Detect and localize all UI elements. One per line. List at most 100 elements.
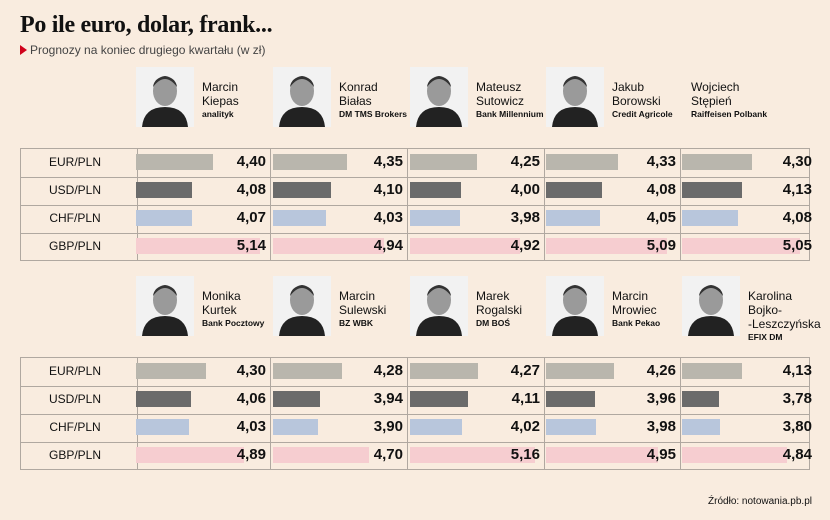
portrait-icon bbox=[410, 276, 468, 336]
forecast-value-label: 4,08 bbox=[646, 181, 676, 198]
analyst-photo bbox=[682, 276, 740, 336]
currency-pair-label: CHF/PLN bbox=[49, 211, 101, 225]
portrait-icon bbox=[136, 67, 194, 127]
forecast-value-label: 3,80 bbox=[782, 418, 812, 435]
forecast-bar bbox=[273, 447, 369, 463]
forecast-value-label: 4,05 bbox=[646, 209, 676, 226]
currency-pair-label: GBP/PLN bbox=[48, 448, 102, 462]
forecast-value-label: 4,13 bbox=[782, 362, 812, 379]
forecast-bar bbox=[546, 238, 667, 254]
forecast-bar bbox=[136, 210, 192, 226]
forecast-value-label: 4,35 bbox=[373, 153, 403, 170]
forecast-bar bbox=[273, 210, 327, 226]
portrait-icon bbox=[273, 276, 331, 336]
forecast-value-label: 3,78 bbox=[782, 390, 812, 407]
forecast-value-label: 5,09 bbox=[646, 237, 676, 254]
subtitle-text: Prognozy na koniec drugiego kwartału (w … bbox=[30, 43, 266, 57]
grid-column-line bbox=[270, 358, 271, 469]
grid-column-line bbox=[544, 149, 545, 260]
analyst-photo bbox=[136, 276, 194, 336]
grid-column-line bbox=[137, 149, 138, 260]
analyst-name: Mateusz Sutowicz bbox=[476, 80, 525, 108]
forecast-value-label: 3,98 bbox=[646, 418, 676, 435]
analyst-photo bbox=[136, 67, 194, 127]
analyst-photo bbox=[546, 67, 604, 127]
grid-column-line bbox=[137, 358, 138, 469]
analyst-photo bbox=[273, 276, 331, 336]
forecast-bar bbox=[136, 447, 245, 463]
analyst-photo bbox=[546, 276, 604, 336]
forecast-bar bbox=[410, 210, 460, 226]
grid-column-line bbox=[270, 149, 271, 260]
forecast-value-label: 4,94 bbox=[373, 237, 403, 254]
forecast-bar bbox=[682, 210, 739, 226]
forecast-bar bbox=[136, 363, 207, 379]
currency-pair-label: EUR/PLN bbox=[48, 155, 101, 169]
forecast-value-label: 4,08 bbox=[236, 181, 266, 198]
grid-column-line bbox=[407, 149, 408, 260]
currency-pair-label: CHF/PLN bbox=[49, 420, 101, 434]
analyst-name: Karolina Bojko- -Leszczyńska bbox=[748, 289, 821, 331]
analyst-institution: analityk bbox=[202, 109, 234, 119]
analyst-institution: DM BOŚ bbox=[476, 318, 510, 328]
analyst-photo bbox=[410, 276, 468, 336]
analyst-name: Marcin Mrowiec bbox=[612, 289, 657, 317]
portrait-icon bbox=[273, 67, 331, 127]
analyst-name: Marcin Sulewski bbox=[339, 289, 387, 317]
grid-column-line bbox=[407, 358, 408, 469]
forecast-value-label: 4,70 bbox=[373, 446, 403, 463]
forecast-bar bbox=[546, 182, 603, 198]
forecast-value-label: 5,14 bbox=[236, 237, 266, 254]
forecast-value-label: 4,10 bbox=[373, 181, 403, 198]
forecast-bar bbox=[546, 447, 658, 463]
grid-row-line bbox=[21, 205, 809, 206]
analyst-name: Marek Rogalski bbox=[476, 289, 523, 317]
forecast-bar bbox=[273, 154, 347, 170]
forecast-bar bbox=[273, 238, 385, 254]
forecast-value-label: 4,26 bbox=[646, 362, 676, 379]
forecast-bar bbox=[273, 419, 318, 435]
forecast-bar bbox=[273, 363, 343, 379]
forecast-bar bbox=[682, 154, 753, 170]
portrait-icon bbox=[410, 67, 468, 127]
portrait-icon bbox=[136, 276, 194, 336]
grid-column-line bbox=[544, 358, 545, 469]
forecast-bar bbox=[136, 391, 192, 407]
analyst-institution: EFIX DM bbox=[748, 332, 783, 342]
red-triangle-icon bbox=[20, 45, 27, 55]
forecast-value-label: 4,40 bbox=[236, 153, 266, 170]
portrait-icon bbox=[546, 276, 604, 336]
forecast-bar bbox=[682, 363, 742, 379]
forecast-bar bbox=[682, 182, 742, 198]
forecast-bar bbox=[546, 154, 619, 170]
forecast-bar bbox=[682, 238, 801, 254]
analyst-name: Wojciech Stępień bbox=[691, 80, 740, 108]
chart-title: Po ile euro, dolar, frank... bbox=[20, 12, 273, 38]
portrait-icon bbox=[546, 67, 604, 127]
grid-row-line bbox=[21, 233, 809, 234]
forecast-bar bbox=[410, 238, 521, 254]
forecast-value-label: 4,92 bbox=[510, 237, 540, 254]
forecast-bar bbox=[410, 182, 462, 198]
grid-column-line bbox=[680, 358, 681, 469]
forecast-bar bbox=[682, 419, 721, 435]
analyst-institution: Bank Pocztowy bbox=[202, 318, 265, 328]
forecast-bar bbox=[546, 210, 601, 226]
forecast-bar bbox=[410, 363, 479, 379]
grid-column-line bbox=[680, 149, 681, 260]
analyst-name: Konrad Białas bbox=[339, 80, 378, 108]
forecast-value-label: 5,16 bbox=[510, 446, 540, 463]
forecast-value-label: 3,98 bbox=[510, 209, 540, 226]
forecast-bar bbox=[273, 182, 331, 198]
portrait-icon bbox=[682, 276, 740, 336]
analyst-institution: DM TMS Brokers bbox=[339, 109, 408, 119]
forecast-bar bbox=[546, 391, 595, 407]
forecast-bar bbox=[136, 154, 213, 170]
forecast-value-label: 3,96 bbox=[646, 390, 676, 407]
forecast-grid bbox=[20, 357, 810, 470]
forecast-value-label: 4,84 bbox=[782, 446, 812, 463]
grid-row-line bbox=[21, 177, 809, 178]
forecast-bar bbox=[410, 419, 463, 435]
forecast-bar bbox=[136, 182, 193, 198]
forecast-value-label: 4,25 bbox=[510, 153, 540, 170]
